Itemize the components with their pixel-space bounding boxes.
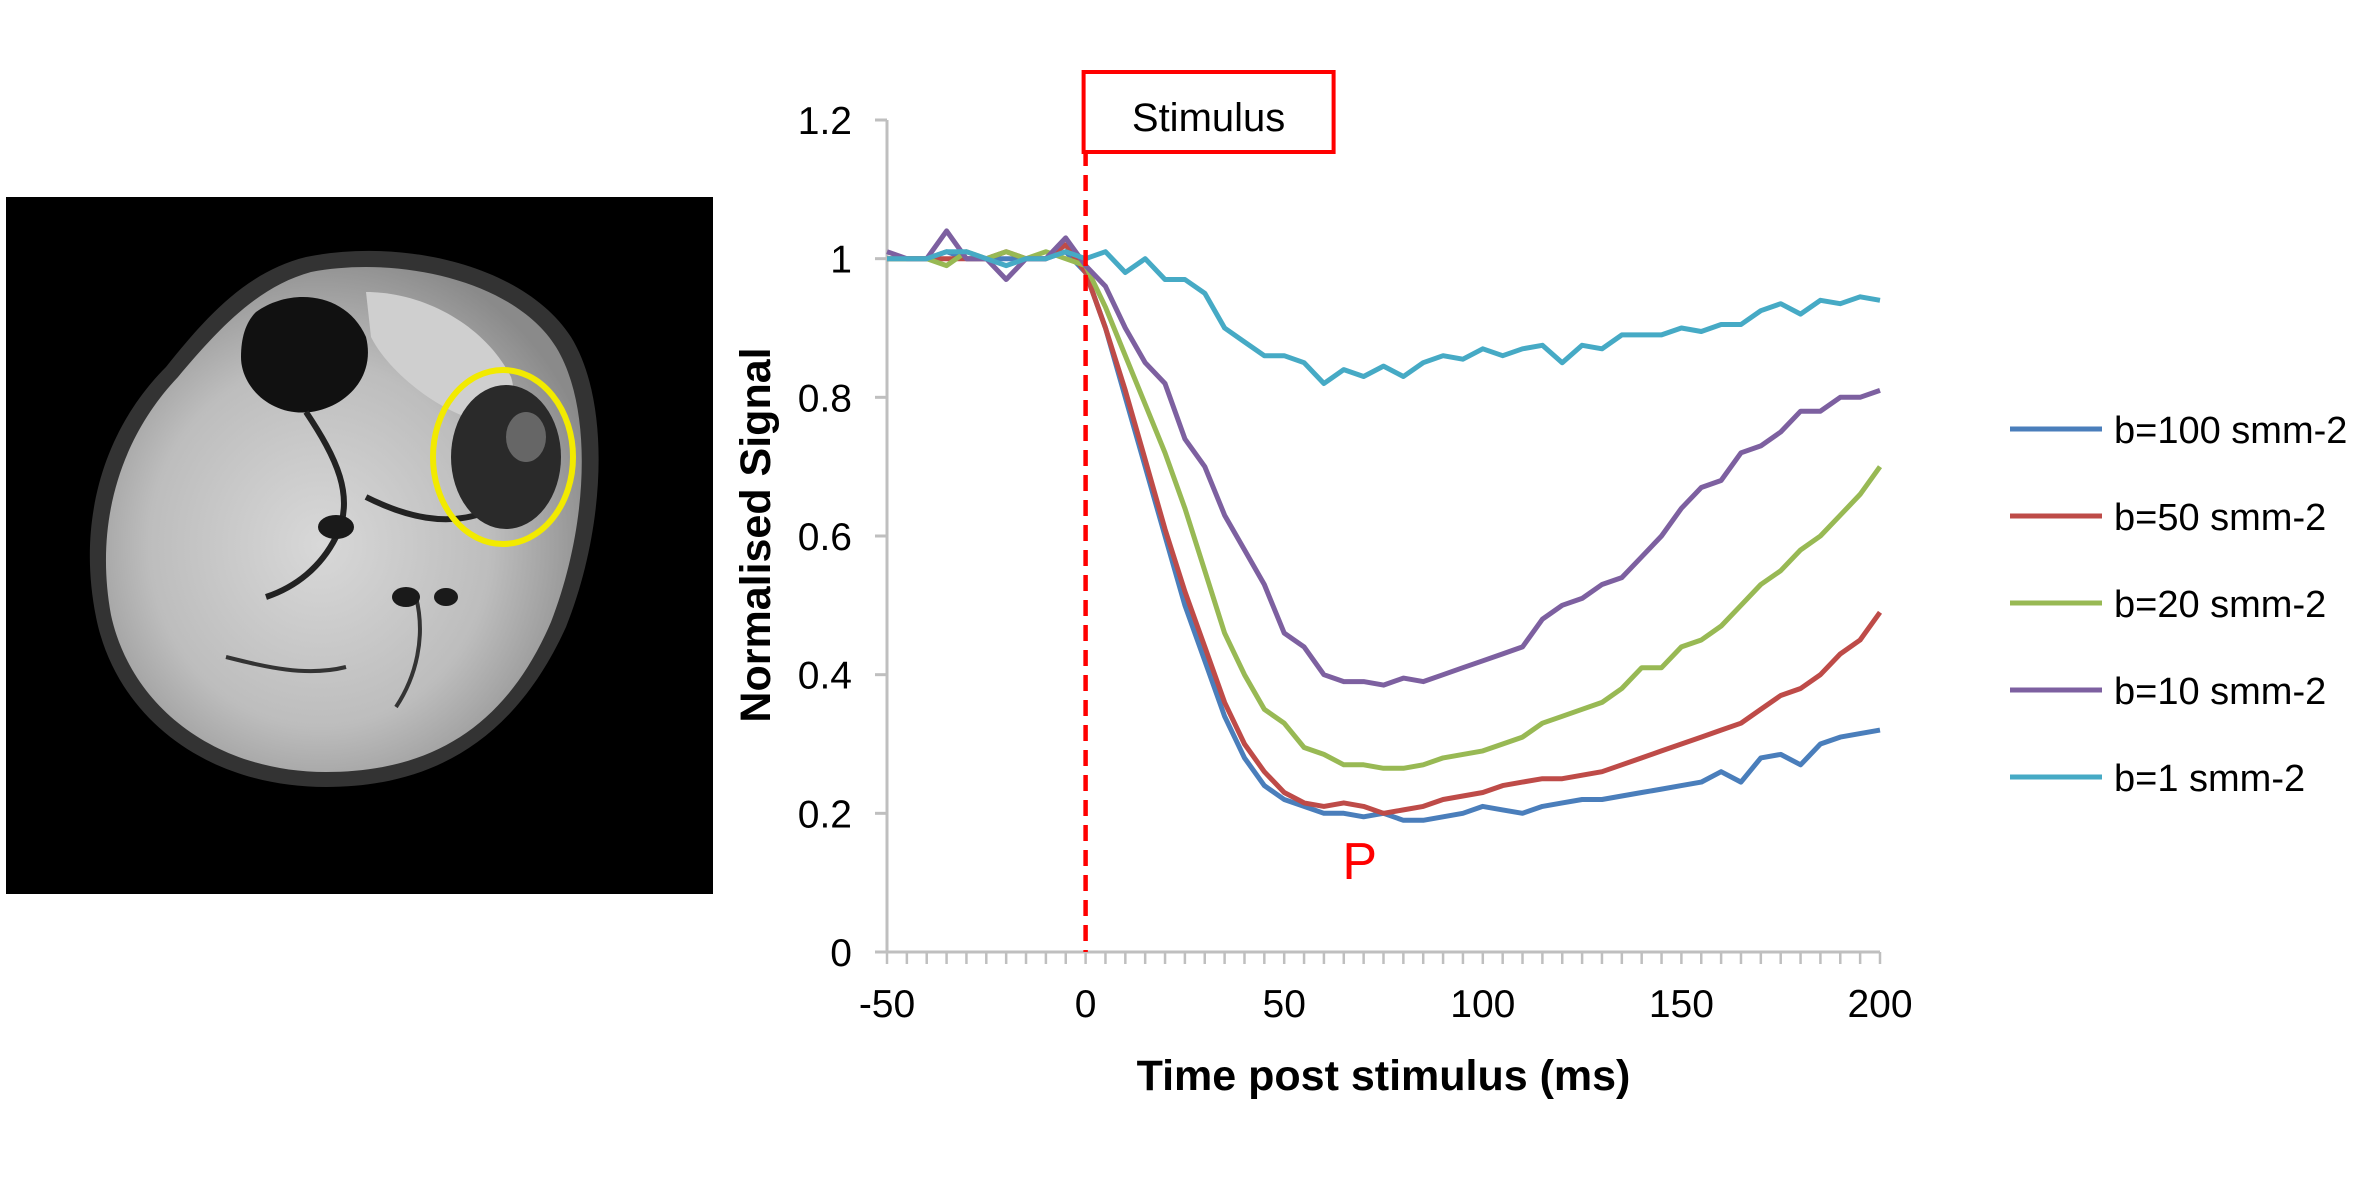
y-tick-label: 0.4 bbox=[798, 655, 852, 698]
series-line-3 bbox=[887, 249, 1883, 771]
chart-series-layer bbox=[886, 228, 1883, 823]
x-tick-label: 100 bbox=[1450, 983, 1515, 1026]
legend-label-1: b=100 smm-2 bbox=[2114, 410, 2347, 452]
y-tick-label: 0.2 bbox=[798, 793, 852, 836]
x-tick-label: 0 bbox=[1075, 983, 1097, 1026]
y-tick-label: 1.2 bbox=[798, 100, 852, 143]
roi-ellipse bbox=[430, 367, 576, 547]
y-tick-label: 0.8 bbox=[798, 377, 852, 420]
series-line-2 bbox=[887, 242, 1883, 816]
legend-label-2: b=50 smm-2 bbox=[2114, 497, 2326, 539]
y-tick-label: 1 bbox=[830, 239, 852, 282]
x-tick-label: -50 bbox=[859, 983, 915, 1026]
series-line-1 bbox=[887, 249, 1881, 823]
y-axis-label: Normalised Signal bbox=[732, 347, 780, 722]
series-line-5 bbox=[887, 249, 1881, 386]
legend-label-4: b=10 smm-2 bbox=[2114, 671, 2326, 713]
legend-label-3: b=20 smm-2 bbox=[2114, 584, 2326, 626]
series-line-4 bbox=[886, 228, 1881, 688]
stimulus-box bbox=[1081, 70, 1336, 154]
x-axis-label: Time post stimulus (ms) bbox=[1137, 1052, 1631, 1100]
x-tick-label: 200 bbox=[1847, 983, 1912, 1026]
stimulus-marker: Stimulus bbox=[1081, 70, 1336, 952]
y-tick-label: 0 bbox=[830, 932, 852, 975]
legend-label-5: b=1 smm-2 bbox=[2114, 758, 2305, 800]
x-tick-label: 50 bbox=[1263, 983, 1306, 1026]
chart-legend: b=100 smm-2 b=50 smm-2 b=20 smm-2 b=10 smm-… bbox=[2010, 410, 2347, 800]
mri-leg-cross-section-icon bbox=[89, 250, 599, 788]
y-tick-label: 0.6 bbox=[798, 516, 852, 559]
mri-image-panel bbox=[6, 197, 713, 894]
stimulus-label: Stimulus bbox=[1132, 96, 1285, 140]
peak-annotation: P bbox=[1342, 833, 1377, 891]
x-tick-label: 150 bbox=[1649, 983, 1714, 1026]
